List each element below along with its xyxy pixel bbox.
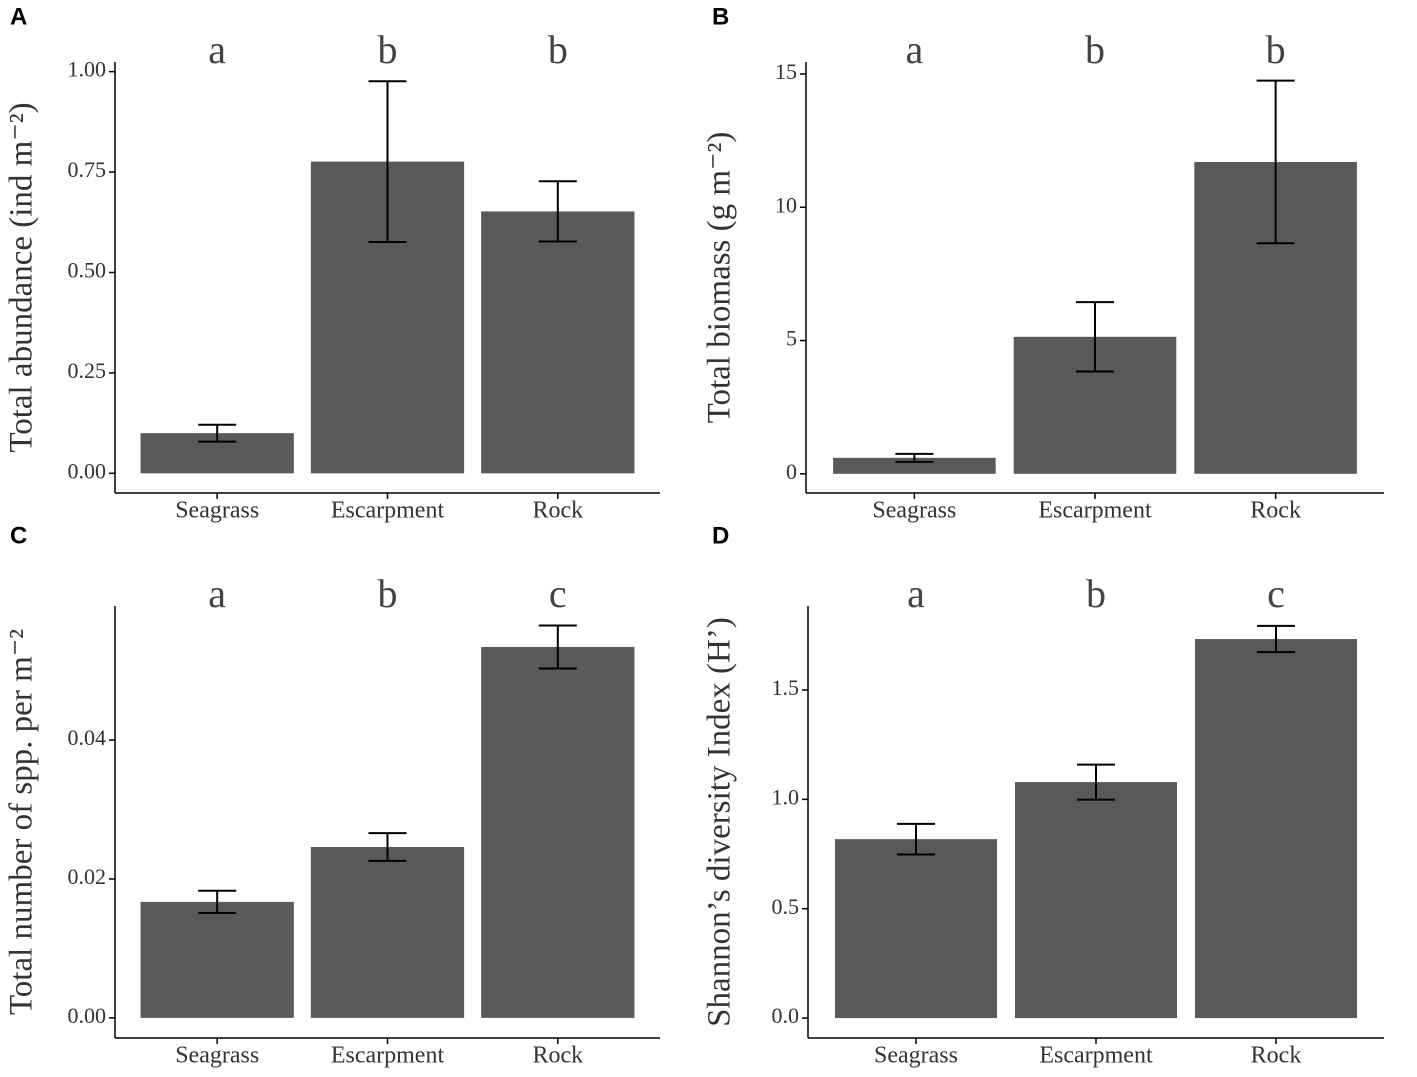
significance-letter: a [907, 571, 925, 616]
x-tick-label: Escarpment [331, 1043, 445, 1069]
significance-letter: c [549, 571, 567, 616]
y-tick-label: 0.75 [68, 157, 107, 182]
y-tick-label: 1.5 [772, 675, 800, 700]
y-tick-label: 0.04 [68, 725, 107, 750]
y-tick-label: 15 [775, 59, 797, 84]
y-tick-label: 0.0 [772, 1003, 800, 1028]
y-tick-label: 1.0 [772, 784, 800, 809]
error-bar [198, 889, 237, 914]
error-bar [368, 80, 407, 243]
x-tick-label: Rock [1251, 1043, 1302, 1069]
panel-label: D [712, 522, 729, 549]
significance-letter: c [1267, 571, 1285, 616]
error-bar [1256, 79, 1295, 245]
bar [833, 457, 996, 474]
panel-label: B [712, 3, 729, 30]
x-tick-label: Rock [532, 498, 583, 524]
significance-letter: a [905, 27, 923, 72]
error-bar [1257, 624, 1295, 654]
error-bar [1076, 301, 1114, 373]
panel: B Total biomass (g m⁻²) Seagrass a Escarpmen… [702, 3, 1384, 524]
error-bar [895, 452, 934, 463]
error-bar [1077, 763, 1115, 801]
y-tick-label: 0.00 [68, 458, 107, 483]
y-axis-label: Total biomass (g m⁻²) [702, 132, 738, 424]
error-bar [897, 822, 935, 856]
panel-label: A [10, 3, 27, 30]
y-tick-label: 0.02 [68, 864, 107, 889]
bar [1015, 782, 1177, 1019]
x-tick-label: Rock [1250, 498, 1301, 524]
y-tick-label: 1.00 [68, 57, 107, 82]
significance-letter: b [1266, 27, 1286, 72]
y-axis-label: Shannon’s diversity Index (H’) [702, 617, 738, 1027]
bar [481, 646, 635, 1018]
x-tick-label: Seagrass [175, 1043, 259, 1069]
y-tick-label: 0.00 [68, 1003, 107, 1028]
y-axis-label: Total abundance (ind m⁻²) [4, 102, 40, 452]
significance-letter: b [1085, 27, 1105, 72]
x-tick-label: Rock [532, 1043, 583, 1069]
panel: D Shannon’s diversity Index (H’) Seagrass a… [702, 522, 1384, 1069]
error-bar [538, 180, 577, 243]
significance-letter: b [548, 27, 568, 72]
x-tick-label: Seagrass [874, 1043, 958, 1069]
significance-letter: b [378, 571, 398, 616]
bar [140, 901, 294, 1018]
panel: A Total abundance (ind m⁻²) Seagrass a Escar… [4, 3, 660, 524]
x-tick-label: Escarpment [1038, 498, 1152, 524]
x-tick-label: Seagrass [872, 498, 956, 524]
bar [1195, 639, 1357, 1019]
error-bar [538, 624, 577, 670]
y-tick-label: 5 [786, 326, 797, 351]
panel: C Total number of spp. per m⁻² Seagrass a Es… [4, 522, 660, 1069]
significance-letter: b [378, 27, 398, 72]
y-axis-label: Total number of spp. per m⁻² [4, 629, 40, 1015]
bar [481, 211, 635, 474]
significance-letter: a [208, 571, 226, 616]
y-tick-label: 10 [775, 192, 797, 217]
panel-label: C [10, 522, 27, 549]
y-tick-label: 0.5 [772, 894, 800, 919]
x-tick-label: Escarpment [1039, 1043, 1153, 1069]
x-tick-label: Seagrass [175, 498, 259, 524]
y-tick-label: 0.25 [68, 358, 107, 383]
error-bar [368, 832, 407, 862]
y-tick-label: 0.50 [68, 258, 107, 283]
bar [835, 839, 997, 1019]
error-bar [198, 423, 237, 443]
significance-letter: b [1086, 571, 1106, 616]
y-tick-label: 0 [786, 459, 797, 484]
x-tick-label: Escarpment [331, 498, 445, 524]
bar [310, 847, 465, 1018]
significance-letter: a [208, 27, 226, 72]
